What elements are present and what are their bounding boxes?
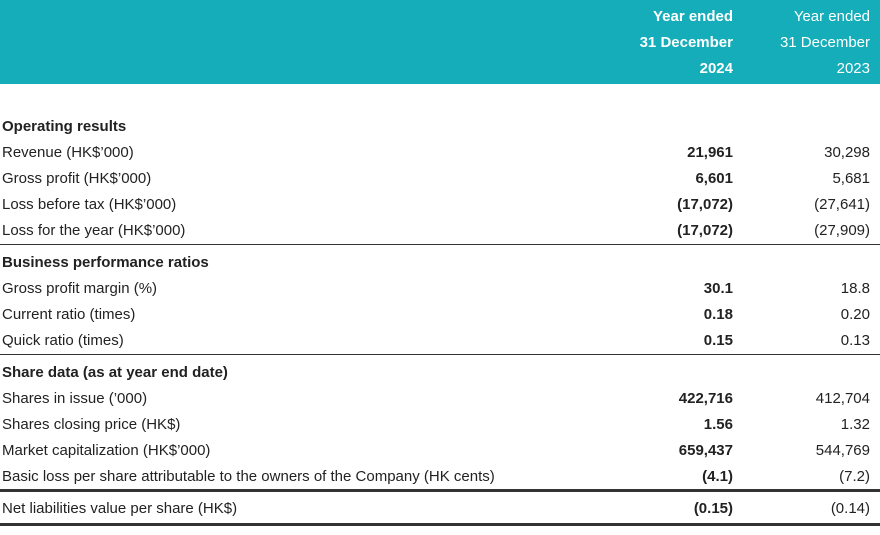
row-label: Loss for the year (HK$’000)	[2, 222, 186, 239]
section-title: Business performance ratios	[2, 254, 209, 271]
value-prior: 0.13	[840, 332, 870, 349]
header-current: 2024	[699, 60, 733, 77]
rule-line	[0, 244, 880, 245]
row-label: Shares closing price (HK$)	[2, 416, 181, 433]
value-current: (17,072)	[677, 196, 733, 213]
value-prior: 412,704	[815, 390, 870, 407]
row-label: Revenue (HK$’000)	[2, 144, 134, 161]
value-current: 422,716	[678, 390, 733, 407]
value-current: (4.1)	[702, 468, 733, 485]
value-prior: (7.2)	[839, 468, 870, 485]
section-title: Share data (as at year end date)	[2, 364, 228, 381]
value-current: 6,601	[695, 170, 733, 187]
row-label: Gross profit margin (%)	[2, 280, 158, 297]
value-prior: 1.32	[840, 416, 870, 433]
rule-line	[0, 354, 880, 355]
value-prior: 30,298	[824, 144, 870, 161]
row-label: Current ratio (times)	[2, 306, 136, 323]
value-prior: (27,641)	[814, 196, 870, 213]
header-current: 31 December	[639, 34, 733, 51]
row-label: Basic loss per share attributable to the…	[2, 468, 495, 485]
value-current: 30.1	[703, 280, 733, 297]
value-current: (0.15)	[693, 500, 733, 517]
value-current: 659,437	[678, 442, 733, 459]
value-current: 0.18	[703, 306, 733, 323]
section-title: Operating results	[2, 118, 127, 135]
header-prior: 2023	[836, 60, 870, 77]
row-label: Shares in issue (’000)	[2, 390, 148, 407]
rule-line	[0, 523, 880, 526]
value-current: 21,961	[687, 144, 733, 161]
value-prior: (27,909)	[814, 222, 870, 239]
row-label: Net liabilities value per share (HK$)	[2, 500, 238, 517]
row-label: Market capitalization (HK$’000)	[2, 442, 211, 459]
rule-line	[0, 489, 880, 492]
value-prior: (0.14)	[830, 500, 870, 517]
value-prior: 544,769	[815, 442, 870, 459]
header-prior: Year ended	[793, 8, 870, 25]
header-current: Year ended	[652, 8, 733, 25]
header-prior: 31 December	[779, 34, 870, 51]
row-label: Gross profit (HK$’000)	[2, 170, 152, 187]
row-label: Loss before tax (HK$’000)	[2, 196, 177, 213]
value-prior: 0.20	[840, 306, 870, 323]
value-prior: 18.8	[840, 280, 870, 297]
value-current: (17,072)	[677, 222, 733, 239]
value-current: 0.15	[703, 332, 733, 349]
row-label: Quick ratio (times)	[2, 332, 124, 349]
value-current: 1.56	[703, 416, 733, 433]
value-prior: 5,681	[832, 170, 870, 187]
header-band	[0, 0, 880, 84]
